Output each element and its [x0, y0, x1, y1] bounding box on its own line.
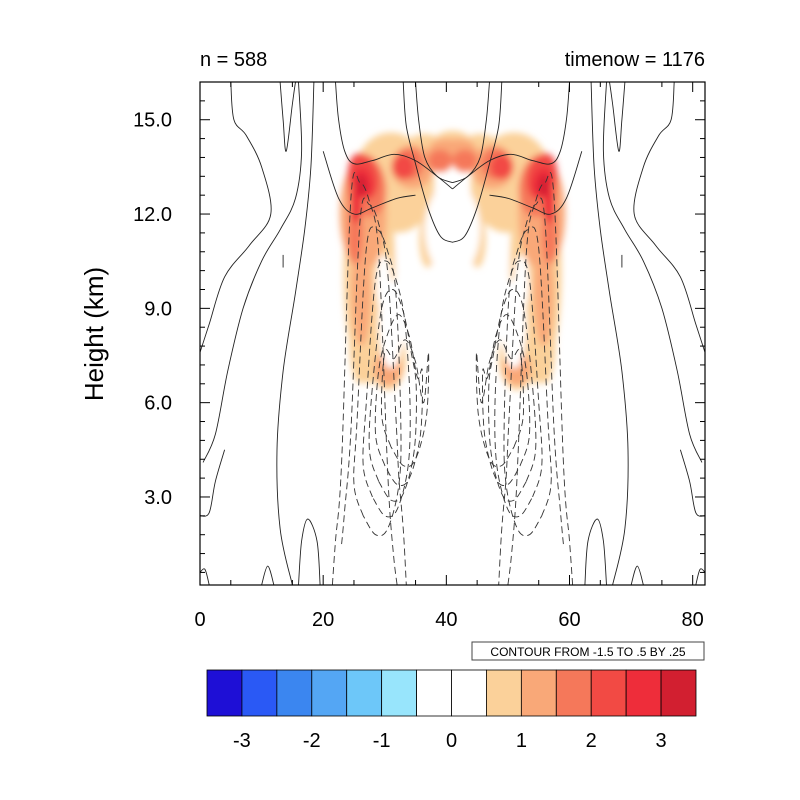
colorbar-label: -1: [373, 730, 391, 752]
colorbar-label: 3: [656, 730, 667, 752]
negative-contour-line: [353, 226, 402, 537]
colorbar-swatch: [660, 669, 697, 717]
negative-contour-line: [503, 226, 552, 537]
plot-frame: [199, 81, 706, 586]
colorbar-swatch: [625, 669, 662, 717]
colorbar-swatch: [520, 669, 557, 717]
colorbar-swatch: [416, 669, 452, 717]
positive-contour-line: [584, 518, 607, 585]
x-tick-label: 0: [194, 609, 205, 631]
positive-contour-line: [609, 82, 626, 152]
x-tick-label: 80: [682, 609, 704, 631]
positive-contour-line: [489, 151, 583, 215]
negative-contour-line: [498, 197, 564, 585]
negative-contours: [331, 171, 574, 585]
y-tick-label: 15.0: [133, 110, 172, 132]
positive-contour-line: [602, 82, 703, 463]
positive-contour-line: [452, 82, 570, 190]
x-axis: 0 20 40 60 80: [194, 82, 704, 631]
colorbar: -3 -2 -1 0 1 2 3: [206, 669, 697, 752]
x-tick-label: 60: [558, 609, 580, 631]
positive-contour-line: [261, 565, 275, 585]
contour-info-box: [471, 641, 705, 661]
positive-contour-line: [452, 82, 490, 184]
positive-contour-line: [695, 568, 705, 585]
positive-contour-line: [590, 82, 629, 585]
positive-contour-line: [402, 82, 453, 243]
shade-gap: [376, 254, 391, 312]
colorbar-label: 1: [516, 730, 527, 752]
positive-contours: [200, 82, 705, 585]
shade-blob: [490, 154, 513, 180]
negative-contour-line: [331, 171, 398, 585]
y-tick-label: 3.0: [144, 487, 172, 509]
negative-contour-line: [381, 339, 430, 468]
x-tick-label: 40: [435, 609, 457, 631]
colorbar-swatch: [590, 669, 627, 717]
colorbar-label: 0: [446, 730, 457, 752]
shade-gap: [424, 182, 481, 277]
negative-contour-line: [488, 289, 537, 502]
colorbar-swatch: [206, 669, 243, 717]
positive-contour-line: [415, 82, 453, 184]
shade-blob: [452, 149, 478, 172]
positive-contour-line: [630, 565, 644, 585]
colorbar-swatch: [241, 669, 278, 717]
shade-gap: [495, 239, 508, 303]
y-tick-label: 9.0: [144, 298, 172, 320]
colorbar-swatch: [486, 669, 522, 717]
positive-contour-line: [322, 151, 416, 215]
positive-contour-line: [298, 518, 321, 585]
contour-info-text: CONTOUR FROM -1.5 TO .5 BY .25: [490, 645, 685, 659]
positive-contour-line: [200, 568, 210, 585]
positive-contour-line: [202, 82, 303, 463]
positive-contour-line: [276, 82, 315, 585]
negative-contour-line: [475, 339, 524, 468]
negative-contour-line: [494, 260, 543, 518]
y-axis: 3.0 6.0 9.0 12.0 15.0: [133, 81, 705, 573]
y-axis-label: Height (km): [79, 267, 109, 401]
shade-gap: [397, 239, 410, 303]
negative-contour-line: [374, 314, 423, 486]
title-right: timenow = 1176: [565, 49, 705, 71]
positive-contour-line: [335, 82, 453, 190]
colorbar-swatch: [311, 669, 348, 717]
colorbar-swatch: [346, 669, 383, 717]
negative-contour-line: [362, 260, 411, 518]
positive-contour-line: [279, 82, 296, 152]
negative-contour-line: [482, 314, 531, 486]
colorbar-swatch: [276, 669, 313, 717]
colorbar-label: -3: [233, 730, 251, 752]
x-tick-label: 20: [312, 609, 334, 631]
plot-area: [200, 82, 705, 585]
title-left: n = 588: [200, 49, 267, 71]
y-tick-label: 12.0: [133, 204, 172, 226]
negative-contour-line: [368, 289, 417, 502]
colorbar-swatch: [381, 669, 417, 717]
negative-contour-line: [507, 171, 574, 585]
colorbar-swatch: [555, 669, 592, 717]
positive-contour-line: [452, 82, 503, 243]
positive-contour-line: [200, 82, 272, 353]
shade-blob: [392, 154, 415, 180]
shade-blob: [427, 149, 453, 172]
shade-gap: [514, 254, 529, 312]
colorbar-label: 2: [586, 730, 597, 752]
y-tick-label: 6.0: [144, 393, 172, 415]
colorbar-label: -2: [303, 730, 321, 752]
positive-contour-line: [633, 82, 705, 353]
negative-contour-line: [341, 197, 407, 585]
colorbar-swatch: [451, 669, 487, 717]
